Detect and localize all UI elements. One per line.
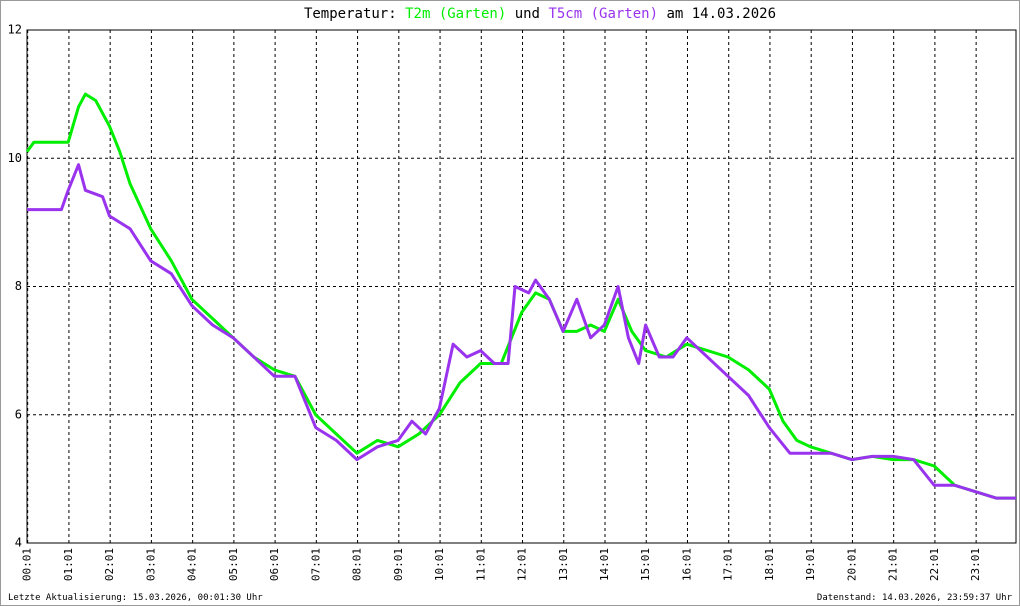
y-tick-label: 10 bbox=[8, 151, 22, 165]
x-tick-label: 08:01 bbox=[351, 548, 364, 581]
legend-entry: T2m (Garten) bbox=[405, 6, 506, 22]
x-tick-label: 05:01 bbox=[227, 548, 240, 581]
y-tick-label: 12 bbox=[8, 23, 22, 37]
data-note: Datenstand: 14.03.2026, 23:59:37 Uhr bbox=[817, 593, 1013, 603]
x-tick-label: 12:01 bbox=[516, 548, 529, 581]
x-tick-label: 09:01 bbox=[392, 548, 405, 581]
x-tick-label: 06:01 bbox=[268, 548, 281, 581]
title-suffix: am 14.03.2026 bbox=[666, 6, 776, 22]
x-tick-label: 17:01 bbox=[722, 548, 735, 581]
x-tick-label: 01:01 bbox=[62, 548, 75, 581]
x-tick-label: 10:01 bbox=[433, 548, 446, 581]
x-tick-label: 13:01 bbox=[557, 548, 570, 581]
chart-title: Temperatur: T2m (Garten) und T5cm (Garte… bbox=[304, 6, 776, 22]
x-tick-label: 07:01 bbox=[309, 548, 322, 581]
x-tick-label: 14:01 bbox=[598, 548, 611, 581]
update-note: Letzte Aktualisierung: 15.03.2026, 00:01… bbox=[8, 593, 263, 603]
x-tick-label: 21:01 bbox=[887, 548, 900, 581]
y-tick-label: 8 bbox=[15, 279, 22, 293]
x-tick-label: 15:01 bbox=[639, 548, 652, 581]
x-tick-label: 19:01 bbox=[804, 548, 817, 581]
title-mid: und bbox=[515, 6, 540, 22]
title-prefix: Temperatur: bbox=[304, 6, 397, 22]
x-tick-label: 00:01 bbox=[21, 548, 34, 581]
x-tick-label: 11:01 bbox=[474, 548, 487, 581]
series-line bbox=[25, 92, 1016, 500]
x-tick-label: 20:01 bbox=[845, 548, 858, 581]
x-tick-label: 04:01 bbox=[186, 548, 199, 581]
x-tick-label: 03:01 bbox=[144, 548, 157, 581]
x-tick-label: 02:01 bbox=[103, 548, 116, 581]
legend-entry: T5cm (Garten) bbox=[548, 6, 658, 22]
x-tick-label: 22:01 bbox=[928, 548, 941, 581]
y-tick-label: 4 bbox=[15, 536, 22, 550]
x-tick-label: 23:01 bbox=[969, 548, 982, 581]
x-tick-label: 18:01 bbox=[763, 548, 776, 581]
series-line bbox=[27, 163, 1016, 500]
y-tick-label: 6 bbox=[15, 407, 22, 421]
x-tick-label: 16:01 bbox=[680, 548, 693, 581]
